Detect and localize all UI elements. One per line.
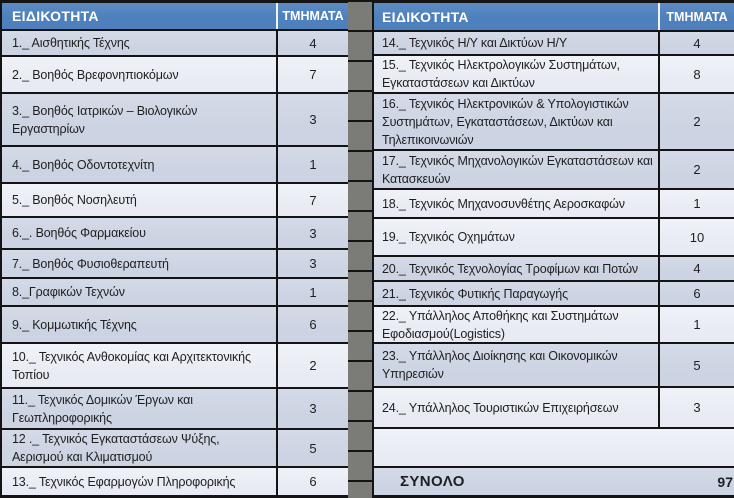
table-row: 24._ Υπάλληλος Τουριστικών Επιχειρήσεων …	[374, 386, 734, 427]
column-header-specialty: ΕΙΔΙΚΟΤΗΤΑ	[382, 8, 469, 25]
table-row: 4._ Βοηθός Οδοντοτεχνίτη 1	[2, 145, 348, 182]
specialty-cell: 22._ Υπάλληλος Αποθήκης και Συστημάτων Ε…	[382, 308, 619, 341]
sections-cell: 6	[276, 468, 348, 495]
specialty-cell: 7._ Βοηθός Φυσιοθεραπευτή	[12, 256, 169, 271]
right-table-header-row: ΕΙΔΙΚΟΤΗΤΑ ΤΜΗΜΑΤΑ	[374, 3, 734, 30]
specialty-cell: 2._ Βοηθός Βρεφονηπιοκόμων	[12, 67, 179, 82]
specialty-cell: 6._. Βοηθός Φαρμακείου	[12, 226, 146, 240]
sections-cell: 2	[658, 94, 734, 149]
specialty-cell: 17._ Τεχνικός Μηχανολογικών Εγκαταστάσεω…	[382, 153, 653, 186]
divider-band	[348, 0, 372, 498]
table-row: 15._ Τεχνικός Ηλεκτρολογικών Συστημάτων,…	[374, 54, 734, 92]
table-row: 18._ Τεχνικός Μηχανοσυνθέτης Αεροσκαφών …	[374, 188, 734, 217]
table-row: 1._ Αισθητικής Τέχνης 4	[2, 29, 348, 55]
sections-cell: 5	[276, 430, 348, 466]
sections-cell: 1	[658, 190, 734, 217]
table-row: 22._ Υπάλληλος Αποθήκης και Συστημάτων Ε…	[374, 305, 734, 342]
table-row: 3._ Βοηθός Ιατρικών – Βιολογικών Εργαστη…	[2, 92, 348, 145]
sections-cell: 3	[276, 250, 348, 277]
left-table-header-row: ΕΙΔΙΚΟΤΗΤΑ ΤΜΗΜΑΤΑ	[2, 3, 348, 29]
table-row: 17._ Τεχνικός Μηχανολογικών Εγκαταστάσεω…	[374, 149, 734, 188]
specialty-cell: 16._ Τεχνικός Ηλεκτρονικών & Υπολογιστικ…	[382, 96, 629, 147]
sections-cell: 7	[276, 57, 348, 92]
specialty-cell: 21._ Τεχνικός Φυτικής Παραγωγής	[382, 286, 568, 301]
specialty-cell: 19._ Τεχνικός Οχημάτων	[382, 230, 515, 244]
column-header-sections: ΤΜΗΜΑΤΑ	[276, 3, 348, 29]
empty-row	[374, 427, 734, 466]
total-value: 97	[717, 473, 733, 490]
table-row: 12 ._ Τεχνικός Εγκαταστάσεων Ψύξης, Αερι…	[2, 428, 348, 466]
specialty-cell: 4._ Βοηθός Οδοντοτεχνίτη	[12, 157, 155, 172]
sections-cell: 8	[658, 56, 734, 92]
table-row: 13._ Τεχνικός Εφαρμογών Πληροφορικής 6	[2, 466, 348, 495]
specialty-cell: 23._ Υπάλληλος Διοίκησης και Οικονομικών…	[382, 349, 618, 381]
specialty-cell: 8._Γραφικών Τεχνών	[12, 285, 125, 299]
total-label: ΣΥΝΟΛΟ	[400, 473, 465, 490]
sections-cell: 1	[276, 147, 348, 182]
table-row: 6._. Βοηθός Φαρμακείου 3	[2, 216, 348, 248]
specialty-cell: 24._ Υπάλληλος Τουριστικών Επιχειρήσεων	[382, 400, 619, 415]
sections-cell: 1	[658, 307, 734, 342]
sections-cell: 2	[658, 151, 734, 188]
table-row: 5._ Βοηθός Νοσηλευτή 7	[2, 182, 348, 216]
sections-cell: 5	[658, 344, 734, 386]
sections-cell: 1	[276, 279, 348, 305]
table-row: 19._ Τεχνικός Οχημάτων 10	[374, 217, 734, 255]
column-header-specialty: ΕΙΔΙΚΟΤΗΤΑ	[12, 8, 99, 24]
table-row: 8._Γραφικών Τεχνών 1	[2, 277, 348, 305]
specialty-cell: 3._ Βοηθός Ιατρικών – Βιολογικών Εργαστη…	[12, 103, 198, 136]
sections-cell: 6	[658, 282, 734, 305]
table-row: 2._ Βοηθός Βρεφονηπιοκόμων 7	[2, 55, 348, 92]
left-table: ΕΙΔΙΚΟΤΗΤΑ ΤΜΗΜΑΤΑ 1._ Αισθητικής Τέχνης…	[0, 0, 348, 498]
specialty-cell: 20._ Τεχνικός Τεχνολογίας Τροφίμων και Π…	[382, 261, 639, 276]
sections-cell: 3	[276, 389, 348, 428]
table-row: 23._ Υπάλληλος Διοίκησης και Οικονομικών…	[374, 342, 734, 386]
specialty-cell: 13._ Τεχνικός Εφαρμογών Πληροφορικής	[12, 474, 236, 489]
sections-cell: 3	[276, 94, 348, 145]
specialty-cell: 10._ Τεχνικός Ανθοκομίας και Αρχιτεκτονι…	[12, 349, 251, 382]
specialty-cell: 9._ Κομμωτικής Τέχνης	[12, 317, 137, 332]
sections-cell: 2	[276, 344, 348, 387]
specialty-cell: 1._ Αισθητικής Τέχνης	[12, 36, 130, 50]
table-row: 21._ Τεχνικός Φυτικής Παραγωγής 6	[374, 280, 734, 305]
specialty-cell: 11._ Τεχνικός Δομικών Έργων και Γεωπληρο…	[12, 392, 193, 425]
specialty-cell: 18._ Τεχνικός Μηχανοσυνθέτης Αεροσκαφών	[382, 196, 625, 211]
specialty-cell: 12 ._ Τεχνικός Εγκαταστάσεων Ψύξης, Αερι…	[12, 432, 220, 464]
sections-cell: 3	[276, 218, 348, 248]
specialty-cell: 15._ Τεχνικός Ηλεκτρολογικών Συστημάτων,…	[382, 58, 620, 90]
sections-cell: 4	[658, 32, 734, 54]
table-row: 20._ Τεχνικός Τεχνολογίας Τροφίμων και Π…	[374, 255, 734, 280]
sections-cell: 6	[276, 307, 348, 342]
right-table: ΕΙΔΙΚΟΤΗΤΑ ΤΜΗΜΑΤΑ 14._ Τεχνικός Η/Υ και…	[372, 0, 734, 498]
table-row: 16._ Τεχνικός Ηλεκτρονικών & Υπολογιστικ…	[374, 92, 734, 149]
sections-cell: 3	[658, 388, 734, 427]
sections-cell: 7	[276, 184, 348, 216]
sections-cell: 4	[276, 31, 348, 55]
sections-cell: 4	[658, 257, 734, 280]
table-row: 7._ Βοηθός Φυσιοθεραπευτή 3	[2, 248, 348, 277]
table-row: 9._ Κομμωτικής Τέχνης 6	[2, 305, 348, 342]
table-row: 11._ Τεχνικός Δομικών Έργων και Γεωπληρο…	[2, 387, 348, 428]
column-header-sections: ΤΜΗΜΑΤΑ	[658, 3, 734, 30]
specialty-cell: 5._ Βοηθός Νοσηλευτή	[12, 193, 137, 207]
sections-cell: 10	[658, 219, 734, 255]
specialty-cell: 14._ Τεχνικός Η/Υ και Δικτύων Η/Υ	[382, 36, 568, 50]
total-row: ΣΥΝΟΛΟ 97	[374, 466, 734, 495]
table-row: 14._ Τεχνικός Η/Υ και Δικτύων Η/Υ 4	[374, 30, 734, 54]
table-row: 10._ Τεχνικός Ανθοκομίας και Αρχιτεκτονι…	[2, 342, 348, 387]
